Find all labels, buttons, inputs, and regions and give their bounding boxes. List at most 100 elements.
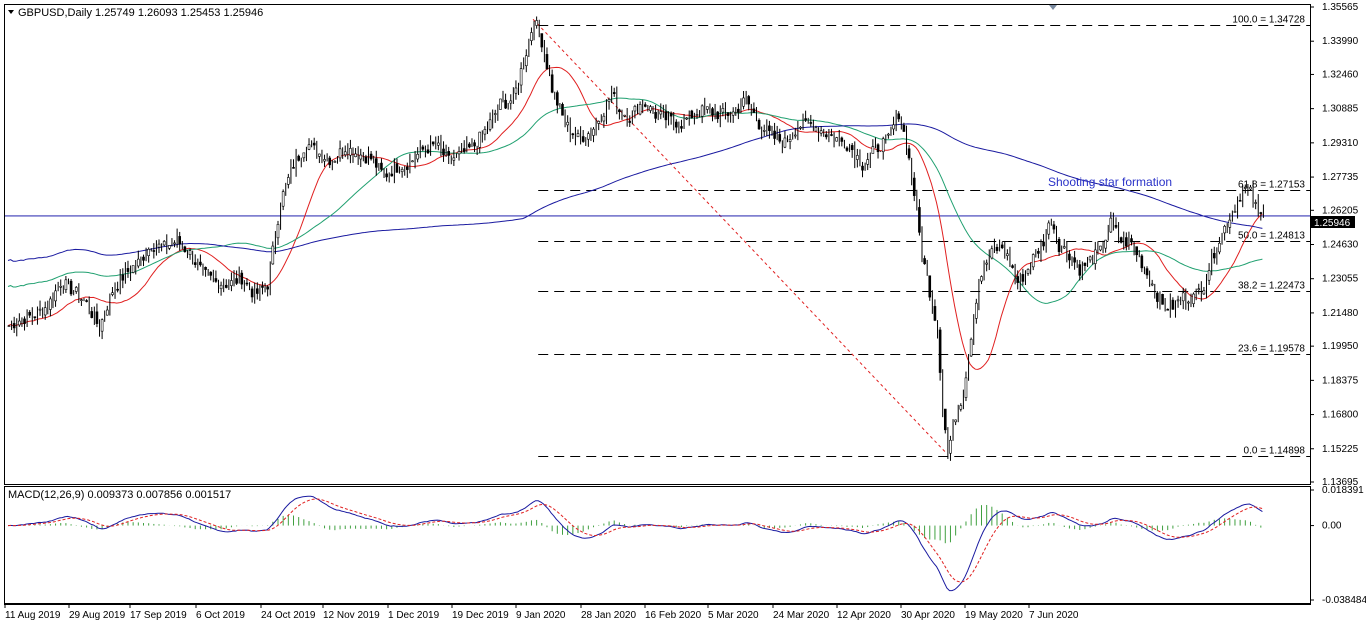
time-tick-label: 24 Oct 2019: [261, 610, 316, 621]
candle-body: [307, 144, 311, 150]
candle-body: [90, 311, 94, 318]
candle-body: [400, 169, 404, 173]
candle-body: [359, 154, 363, 160]
macd-tick-label: 0.018391: [1322, 485, 1364, 496]
candle-body: [7, 325, 11, 327]
candle-body: [1016, 276, 1020, 283]
candle-body: [276, 224, 280, 239]
candle-body: [442, 148, 445, 156]
candle-body: [1150, 283, 1154, 286]
candle-body: [188, 250, 192, 255]
candle-body: [354, 153, 357, 158]
candle-body: [142, 256, 145, 261]
candle-body: [1166, 308, 1170, 311]
candle-body: [975, 302, 978, 319]
price-tick-label: 1.30885: [1322, 104, 1359, 115]
candle-body: [597, 121, 601, 124]
candle-body: [168, 245, 171, 249]
candle-body: [302, 152, 306, 159]
candle-body: [1104, 239, 1107, 249]
candle-body: [23, 318, 26, 324]
candle-body: [328, 157, 332, 166]
candle-body: [1068, 253, 1071, 261]
macd-line: [7, 495, 1263, 592]
candle-body: [411, 160, 414, 163]
candle-body: [385, 173, 388, 178]
candle-body: [700, 105, 704, 117]
candle-body: [1192, 293, 1195, 304]
price-tick-label: 1.23055: [1322, 274, 1359, 285]
candle-body: [499, 98, 502, 110]
price-tick-label: 1.32460: [1322, 69, 1359, 80]
candle-body: [152, 250, 156, 252]
candle-body: [737, 108, 740, 113]
candle-body: [183, 246, 187, 253]
time-tick-label: 9 Jan 2020: [516, 610, 566, 621]
time-tick-label: 17 Sep 2019: [130, 610, 187, 621]
fib-level-label: 38.2 = 1.22473: [1238, 281, 1305, 292]
candle-body: [131, 265, 135, 273]
candle-body: [618, 109, 621, 113]
candle-body: [162, 241, 166, 246]
candle-body: [193, 262, 197, 265]
candle-body: [773, 130, 776, 139]
candle-body: [1156, 292, 1159, 302]
current-price-label: 1.25946: [1314, 218, 1351, 229]
candle-body: [680, 126, 683, 129]
candle-body: [1140, 255, 1144, 269]
candle-body: [509, 100, 513, 104]
candle-body: [1135, 246, 1138, 256]
chart-shift-marker-icon[interactable]: [1049, 5, 1057, 10]
candle-body: [431, 141, 435, 145]
candle-body: [530, 32, 533, 41]
candle-body: [1212, 253, 1216, 259]
candle-body: [457, 151, 461, 155]
price-tick-label: 1.24630: [1322, 240, 1359, 251]
candle-body: [1238, 200, 1242, 202]
time-tick-label: 1 Dec 2019: [388, 610, 440, 621]
candle-body: [245, 282, 249, 285]
candle-body: [995, 246, 999, 251]
candle-body: [535, 20, 538, 26]
candle-body: [835, 137, 838, 142]
candle-body: [814, 127, 818, 132]
price-tick-label: 1.26205: [1322, 205, 1359, 216]
fib-level-label: 23.6 = 1.19578: [1238, 344, 1305, 355]
candle-body: [1244, 187, 1247, 189]
candle-body: [907, 148, 911, 159]
candle-body: [105, 309, 109, 316]
candle-body: [711, 108, 714, 116]
candle-body: [721, 108, 725, 113]
candle-body: [462, 148, 466, 152]
candle-body: [204, 266, 207, 270]
candle-body: [1093, 249, 1097, 264]
candle-body: [43, 307, 47, 316]
macd-label: MACD(12,26,9) 0.009373 0.007856 0.001517: [8, 489, 231, 501]
main-panel-frame: [4, 4, 1311, 485]
time-tick-label: 16 Feb 2020: [645, 610, 702, 621]
candle-body: [664, 111, 668, 121]
time-tick-label: 11 Aug 2019: [5, 610, 61, 621]
candle-body: [95, 311, 99, 324]
symbol-header: GBPUSD,Daily 1.25749 1.26093 1.25453 1.2…: [18, 7, 263, 19]
candle-body: [1223, 226, 1226, 234]
candle-body: [706, 106, 709, 110]
candle-body: [1187, 301, 1190, 304]
candle-body: [1259, 212, 1263, 214]
candle-body: [550, 74, 554, 93]
time-tick-label: 19 May 2020: [965, 610, 1023, 621]
candle-body: [1171, 299, 1175, 310]
candle-body: [850, 145, 854, 150]
candle-body: [649, 106, 652, 111]
candle-body: [28, 312, 31, 316]
candle-body: [1228, 219, 1232, 228]
candle-body: [38, 308, 42, 311]
candle-body: [643, 104, 647, 107]
candle-body: [1130, 238, 1133, 243]
chart-menu-triangle-icon[interactable]: [8, 10, 14, 14]
fib-level-label: 0.0 = 1.14898: [1244, 446, 1306, 457]
candle-body: [271, 245, 275, 265]
candle-body: [519, 68, 523, 86]
candle-body: [266, 286, 269, 290]
candle-body: [1011, 265, 1014, 268]
